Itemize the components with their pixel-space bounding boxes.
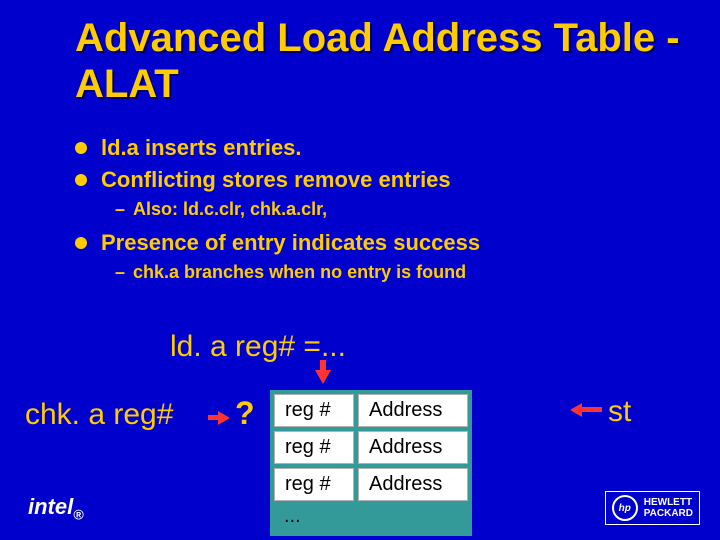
arrow-right-icon [218,411,230,425]
arrow-left-icon [582,407,602,412]
ld-label: ld. a reg# =... [170,330,346,364]
hp-line1: HEWLETT [644,497,693,508]
intel-r: ® [73,506,83,522]
intel-text: intel [28,494,73,519]
hp-circle-icon: hp [612,495,638,521]
bullet-item: Presence of entry indicates success [75,230,675,256]
sub-bullet-item: – Also: ld.c.clr, chk.a.clr, [115,199,675,220]
hp-line2: PACKARD [644,508,693,519]
table-ellipsis: ... [274,505,468,532]
dash-icon: – [115,199,125,220]
question-mark: ? [235,395,255,432]
sub-bullet-text: chk.a branches when no entry is found [133,262,466,283]
bullet-text: Conflicting stores remove entries [101,167,451,193]
sub-bullet-item: – chk.a branches when no entry is found [115,262,675,283]
sub-bullet-text: Also: ld.c.clr, chk.a.clr, [133,199,327,220]
bullet-dot-icon [75,142,87,154]
table-row: reg # Address [274,394,468,427]
addr-cell: Address [358,431,468,464]
bullet-list: ld.a inserts entries. Conflicting stores… [75,135,675,293]
alat-table: reg # Address reg # Address reg # Addres… [270,390,472,536]
st-label: st [608,395,631,429]
bullet-text: Presence of entry indicates success [101,230,480,256]
reg-cell: reg # [274,468,354,501]
bullet-dot-icon [75,174,87,186]
slide-title: Advanced Load Address Table - ALAT [75,15,720,107]
intel-logo: intel® [28,494,84,522]
bullet-item: ld.a inserts entries. [75,135,675,161]
arrow-down-icon [315,370,331,384]
arrow-left-icon [570,403,582,417]
dash-icon: – [115,262,125,283]
bullet-item: Conflicting stores remove entries [75,167,675,193]
reg-cell: reg # [274,431,354,464]
reg-cell: reg # [274,394,354,427]
bullet-dot-icon [75,237,87,249]
addr-cell: Address [358,468,468,501]
chk-label: chk. a reg# [25,398,173,432]
bullet-text: ld.a inserts entries. [101,135,302,161]
table-row: reg # Address [274,431,468,464]
table-row: reg # Address [274,468,468,501]
hp-text: HEWLETT PACKARD [644,497,693,519]
addr-cell: Address [358,394,468,427]
hp-logo: hp HEWLETT PACKARD [605,491,700,525]
